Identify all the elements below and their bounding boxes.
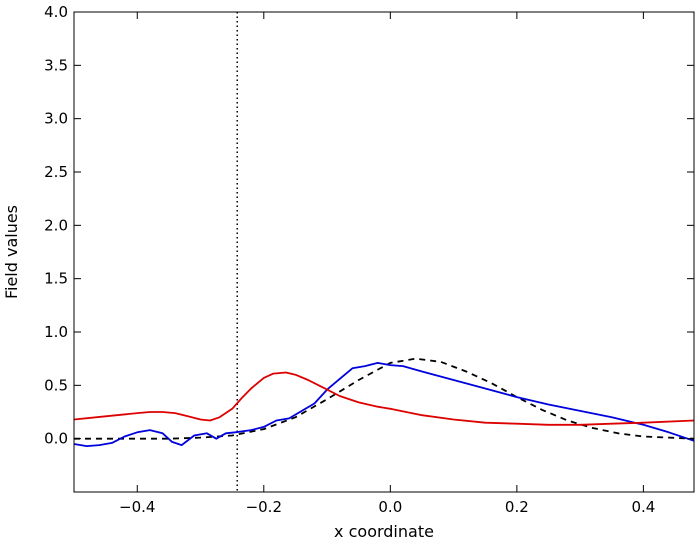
y-tick-label: 1.0 <box>44 323 68 341</box>
y-tick-label: 1.5 <box>44 270 68 288</box>
y-axis-ticks: 0.0 0.5 1.0 1.5 2.0 2.5 3.0 3.5 4.0 <box>44 3 694 448</box>
plot-frame <box>73 11 695 493</box>
y-tick-label: 0.5 <box>44 376 68 394</box>
x-tick-label: 0.2 <box>505 498 529 516</box>
x-tick-label: −0.2 <box>246 498 282 516</box>
x-tick-label: 0.0 <box>378 498 402 516</box>
y-tick-label: 3.5 <box>44 56 68 74</box>
red-series-line <box>74 371 694 426</box>
plot-lines <box>74 12 694 492</box>
y-tick-label: 4.0 <box>44 3 68 21</box>
blue-series-line <box>74 361 694 448</box>
x-tick-label: −0.4 <box>119 498 155 516</box>
y-tick-label: 3.0 <box>44 110 68 128</box>
y-tick-label: 0.0 <box>44 430 68 448</box>
x-tick-label: 0.4 <box>631 498 655 516</box>
x-axis-ticks: −0.4 −0.2 0.0 0.2 0.4 <box>119 12 655 516</box>
y-axis-label: Field values <box>2 205 21 299</box>
y-tick-label: 2.0 <box>44 216 68 234</box>
y-tick-label: 2.5 <box>44 163 68 181</box>
x-axis-label: x coordinate <box>334 522 434 541</box>
dashed-black-series-line <box>74 357 694 440</box>
